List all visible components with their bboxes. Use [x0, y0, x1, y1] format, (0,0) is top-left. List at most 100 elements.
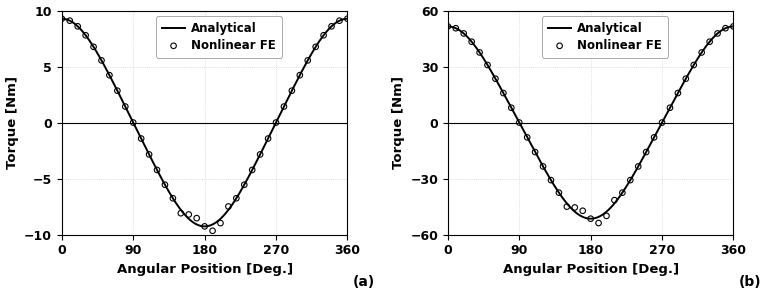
Analytical	[72, 23, 81, 27]
Nonlinear FE	[616, 190, 628, 195]
Analytical	[189, 221, 198, 224]
Nonlinear FE	[294, 73, 306, 78]
Nonlinear FE	[183, 212, 195, 217]
Nonlinear FE	[545, 178, 557, 183]
Y-axis label: Torque [Nm]: Torque [Nm]	[392, 76, 405, 169]
Nonlinear FE	[592, 221, 604, 225]
Analytical	[582, 217, 591, 220]
Nonlinear FE	[640, 150, 652, 154]
Analytical	[586, 217, 595, 220]
Line: Analytical: Analytical	[62, 19, 347, 226]
Nonlinear FE	[482, 63, 494, 67]
Nonlinear FE	[497, 91, 509, 95]
Nonlinear FE	[712, 31, 724, 36]
Nonlinear FE	[222, 204, 235, 209]
Nonlinear FE	[135, 136, 147, 141]
Nonlinear FE	[553, 190, 565, 195]
Nonlinear FE	[727, 24, 739, 29]
Nonlinear FE	[473, 50, 486, 55]
Analytical	[58, 17, 67, 20]
X-axis label: Angular Position [Deg.]: Angular Position [Deg.]	[502, 263, 679, 276]
Nonlinear FE	[301, 58, 314, 63]
Nonlinear FE	[334, 18, 346, 23]
Nonlinear FE	[286, 88, 298, 93]
Legend: Analytical, Nonlinear FE: Analytical, Nonlinear FE	[156, 17, 282, 58]
Analytical	[443, 25, 453, 28]
Nonlinear FE	[87, 45, 100, 49]
Nonlinear FE	[608, 198, 621, 202]
Nonlinear FE	[119, 104, 131, 109]
Nonlinear FE	[489, 76, 502, 81]
Nonlinear FE	[214, 221, 226, 225]
Nonlinear FE	[449, 26, 462, 31]
Nonlinear FE	[577, 208, 589, 213]
Nonlinear FE	[159, 182, 171, 187]
Nonlinear FE	[199, 224, 211, 229]
Analytical	[200, 224, 209, 228]
Analytical	[282, 99, 291, 103]
Nonlinear FE	[521, 135, 533, 140]
Nonlinear FE	[688, 63, 700, 67]
Legend: Analytical, Nonlinear FE: Analytical, Nonlinear FE	[542, 17, 668, 58]
Nonlinear FE	[537, 164, 549, 169]
Nonlinear FE	[318, 33, 330, 38]
Nonlinear FE	[663, 105, 676, 110]
Nonlinear FE	[601, 214, 613, 218]
Nonlinear FE	[513, 120, 525, 125]
Analytical	[334, 19, 344, 23]
Text: (a): (a)	[353, 275, 375, 289]
Analytical	[343, 17, 352, 20]
Nonlinear FE	[310, 45, 322, 49]
Nonlinear FE	[632, 164, 644, 169]
Analytical	[721, 27, 730, 30]
Nonlinear FE	[458, 31, 470, 36]
Nonlinear FE	[278, 104, 290, 109]
Nonlinear FE	[230, 196, 242, 201]
Nonlinear FE	[624, 178, 637, 183]
Nonlinear FE	[71, 24, 84, 29]
Nonlinear FE	[238, 182, 250, 187]
Line: Analytical: Analytical	[448, 27, 733, 219]
Nonlinear FE	[466, 39, 478, 44]
Analytical	[574, 213, 584, 217]
Nonlinear FE	[696, 50, 708, 55]
Nonlinear FE	[672, 91, 684, 95]
Nonlinear FE	[80, 33, 92, 38]
Nonlinear FE	[505, 105, 518, 110]
Nonlinear FE	[254, 152, 266, 157]
Nonlinear FE	[143, 152, 155, 157]
Nonlinear FE	[703, 39, 716, 44]
Nonlinear FE	[680, 76, 692, 81]
Text: (b): (b)	[739, 275, 762, 289]
Nonlinear FE	[175, 211, 187, 216]
Analytical	[729, 25, 738, 28]
Analytical	[458, 31, 467, 34]
Nonlinear FE	[111, 88, 123, 93]
Nonlinear FE	[529, 150, 542, 154]
Nonlinear FE	[190, 216, 202, 220]
Analytical	[334, 19, 344, 22]
Nonlinear FE	[64, 18, 76, 23]
Nonlinear FE	[95, 58, 107, 63]
Nonlinear FE	[104, 73, 116, 78]
Nonlinear FE	[262, 136, 275, 141]
Nonlinear FE	[442, 24, 454, 29]
Analytical	[720, 27, 729, 30]
Nonlinear FE	[561, 204, 573, 209]
X-axis label: Angular Position [Deg.]: Angular Position [Deg.]	[117, 263, 293, 276]
Nonlinear FE	[648, 135, 660, 140]
Analytical	[196, 224, 206, 228]
Nonlinear FE	[246, 168, 258, 172]
Nonlinear FE	[656, 120, 668, 125]
Nonlinear FE	[584, 216, 597, 221]
Nonlinear FE	[270, 120, 282, 125]
Nonlinear FE	[166, 196, 179, 201]
Nonlinear FE	[151, 168, 163, 172]
Nonlinear FE	[325, 24, 337, 29]
Nonlinear FE	[206, 228, 219, 233]
Nonlinear FE	[127, 120, 140, 125]
Nonlinear FE	[568, 205, 581, 210]
Analytical	[668, 101, 677, 104]
Nonlinear FE	[341, 16, 354, 21]
Nonlinear FE	[56, 16, 68, 21]
